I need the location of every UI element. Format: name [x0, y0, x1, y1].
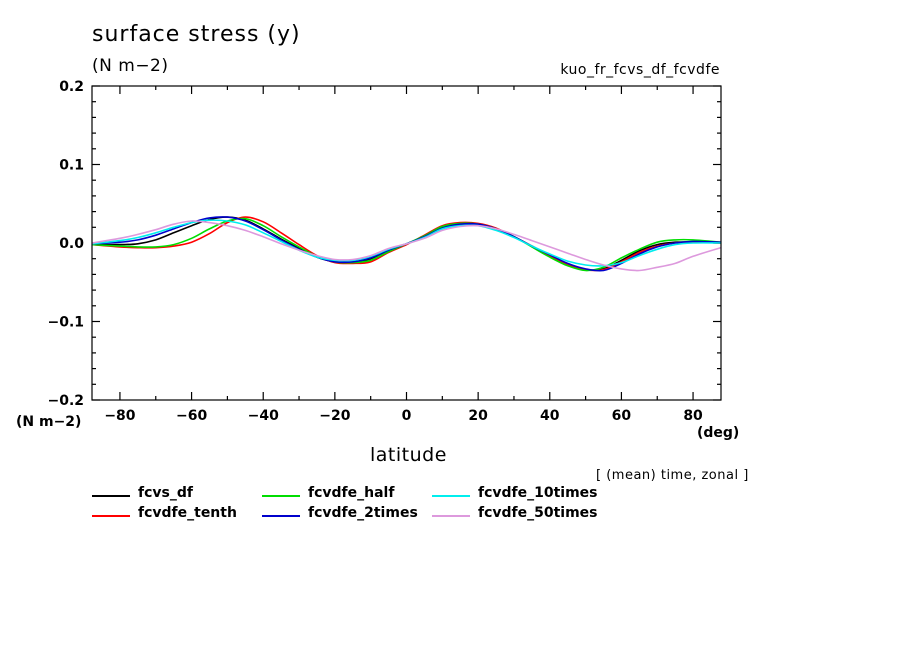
chart-units: (N m−2) [92, 56, 169, 76]
y-tick-label: 0.2 [59, 79, 84, 95]
legend-swatch [432, 515, 470, 517]
chart-title: surface stress (y) [92, 22, 301, 47]
axis-ticks [92, 85, 721, 401]
legend-label: fcvdfe_10times [478, 485, 598, 501]
legend-label: fcvdfe_2times [308, 505, 418, 521]
legend-swatch [92, 515, 130, 517]
x-tick-label: 40 [540, 408, 560, 424]
run-name: kuo_fr_fcvs_df_fcvdfe [560, 62, 720, 78]
legend-swatch [92, 495, 130, 497]
y-tick-label: 0.1 [59, 158, 84, 174]
tick-labels: −80 −60 −40 −20 0 20 40 60 80 0.2 0.1 0.0 −0.1 −0.2 [47, 79, 703, 424]
x-tick-label: −60 [176, 408, 207, 424]
x-axis-unit: (deg) [697, 425, 740, 441]
y-tick-label: −0.2 [47, 393, 84, 409]
x-tick-label: 60 [612, 408, 632, 424]
x-tick-label: −20 [319, 408, 350, 424]
x-tick-label: −40 [248, 408, 279, 424]
legend-label: fcvs_df [138, 485, 193, 501]
legend-swatch [432, 495, 470, 497]
legend-label: fcvdfe_tenth [138, 505, 237, 521]
legend-label: fcvdfe_half [308, 485, 395, 501]
legend-swatch [262, 495, 300, 497]
x-tick-label: −80 [104, 408, 135, 424]
averaging-note: [ (mean) time, zonal ] [596, 468, 749, 483]
legend-swatch [262, 515, 300, 517]
y-axis-unit: (N m−2) [16, 414, 82, 430]
x-tick-label: 80 [683, 408, 703, 424]
y-tick-label: 0.0 [59, 236, 84, 252]
x-axis-label: latitude [370, 444, 447, 466]
series-lines [91, 216, 722, 272]
series-line-fcvdfe-50times [91, 220, 722, 272]
y-tick-label: −0.1 [47, 315, 84, 331]
plot-frame [91, 85, 722, 401]
x-tick-label: 0 [402, 408, 412, 424]
x-tick-label: 20 [468, 408, 488, 424]
legend-label: fcvdfe_50times [478, 505, 598, 521]
